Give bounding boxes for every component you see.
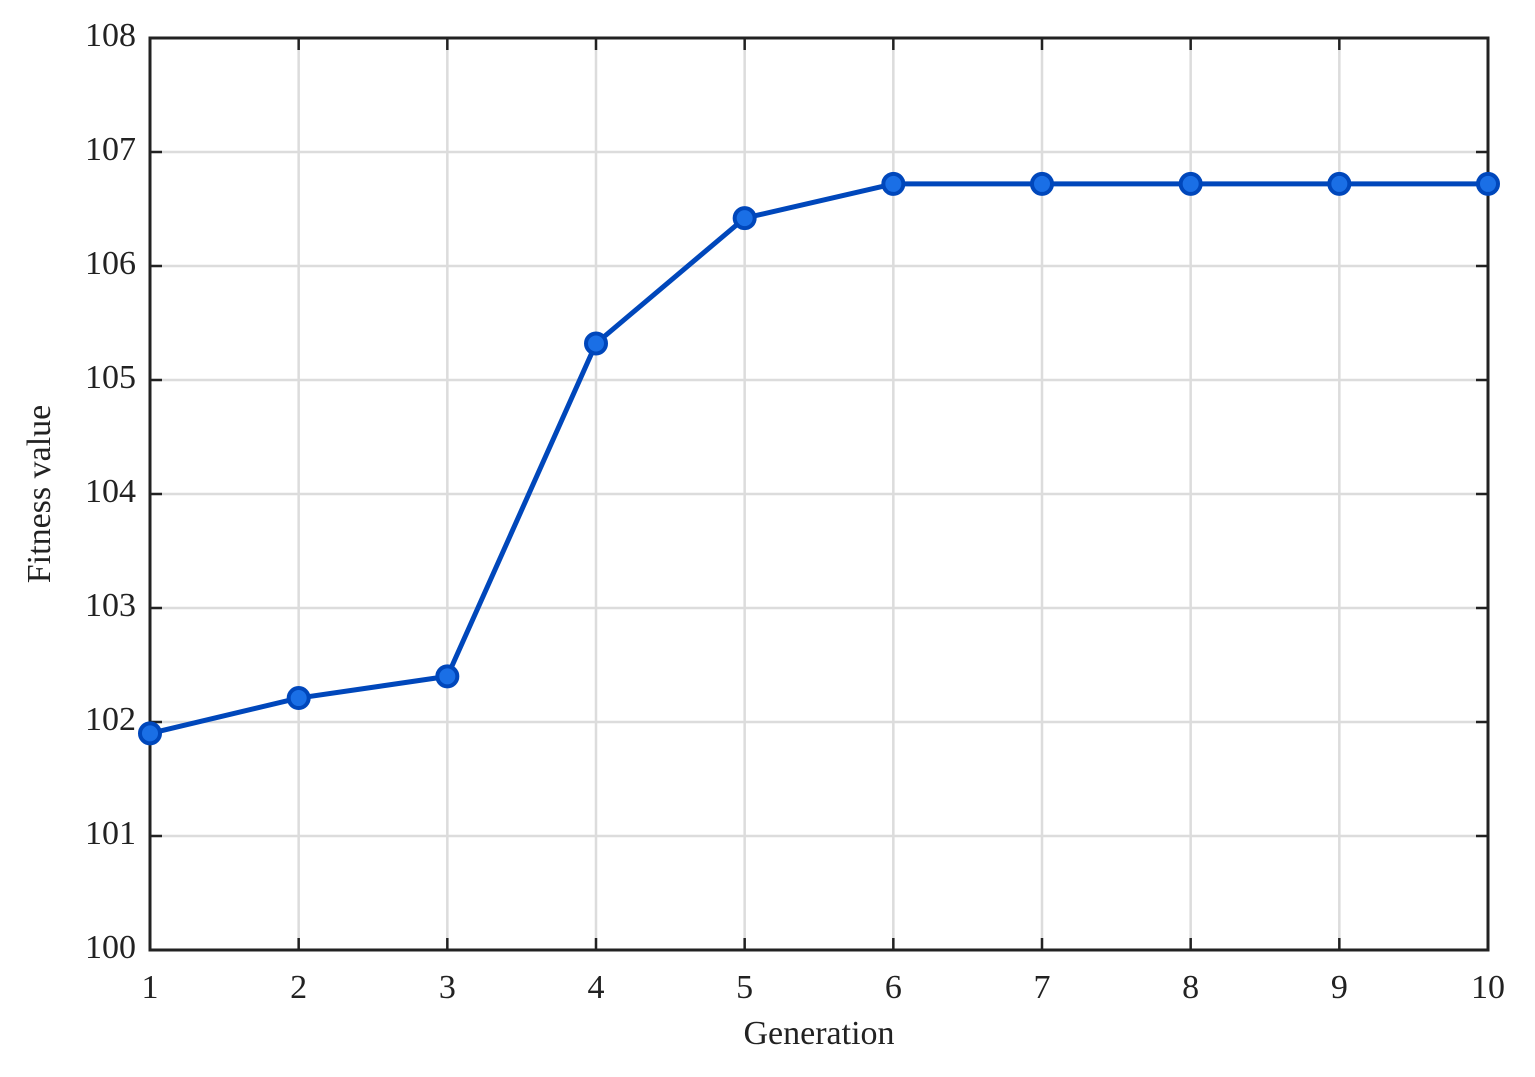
x-axis-label: Generation [743, 1015, 894, 1052]
y-tick-label: 103 [85, 587, 136, 624]
series-line [149, 181, 1488, 736]
x-tick-label: 4 [588, 969, 605, 1006]
y-tick-label: 100 [85, 929, 136, 966]
data-point [1327, 171, 1352, 196]
data-point [881, 171, 906, 196]
y-axis-label: Fitness value [21, 405, 58, 583]
data-point [138, 721, 162, 746]
y-tick-label: 104 [85, 473, 136, 510]
data-point [1476, 171, 1500, 196]
y-tick-label: 101 [85, 815, 136, 852]
data-point [1178, 171, 1203, 196]
y-tick-label: 108 [85, 17, 136, 54]
data-point [584, 331, 608, 356]
y-tick-label: 107 [85, 131, 136, 168]
y-tick-label: 106 [85, 245, 136, 282]
x-tick-label: 1 [142, 969, 159, 1006]
x-tick-label: 6 [885, 969, 902, 1006]
x-tick-label: 10 [1471, 969, 1505, 1006]
data-point [732, 206, 757, 231]
x-tick-label: 2 [290, 969, 307, 1006]
x-tick-label: 8 [1182, 969, 1199, 1006]
y-tick-label: 105 [85, 359, 136, 396]
x-tick-label: 3 [439, 969, 456, 1006]
x-tick-label: 7 [1034, 969, 1051, 1006]
plot-frame [148, 36, 1490, 952]
x-tick-label: 5 [736, 969, 753, 1006]
data-point [286, 686, 311, 711]
data-point [435, 664, 460, 689]
data-point [1030, 171, 1054, 196]
x-tick-label: 9 [1331, 969, 1348, 1006]
y-tick-label: 102 [85, 701, 136, 738]
